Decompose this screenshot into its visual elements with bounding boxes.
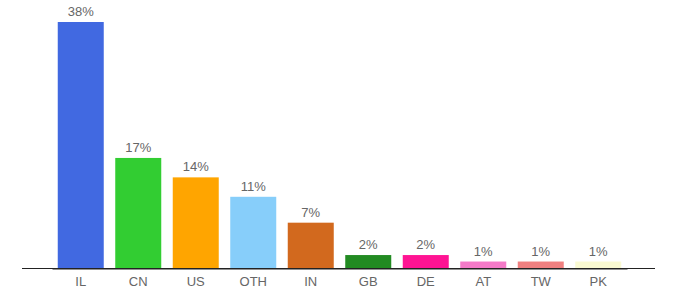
tick: OTH — [240, 269, 267, 289]
bar — [403, 255, 449, 268]
tick: DE — [417, 269, 435, 289]
data-labels: 38% 17% 14% 11% 7% 2% 2% 1% 1% 1% — [68, 4, 608, 259]
tick-label: DE — [417, 274, 435, 289]
tick-label: OTH — [240, 274, 267, 289]
tick-label: IL — [75, 274, 86, 289]
tick-label: US — [187, 274, 205, 289]
tick: IL — [75, 269, 86, 289]
x-axis: IL CN US OTH IN GB DE AT TW PK — [53, 269, 628, 289]
tick-label: AT — [475, 274, 491, 289]
baseline — [22, 268, 655, 269]
data-label: 2% — [359, 237, 378, 252]
bar — [173, 177, 219, 268]
bar — [230, 197, 276, 268]
data-label: 17% — [125, 140, 151, 155]
tick: GB — [359, 269, 378, 289]
tick: TW — [531, 269, 552, 289]
data-label: 38% — [68, 4, 94, 19]
bar — [575, 262, 621, 268]
tick-label: PK — [590, 274, 608, 289]
bar — [288, 223, 334, 268]
tick: PK — [590, 269, 608, 289]
bar — [518, 262, 564, 268]
tick-label: TW — [531, 274, 552, 289]
tick-label: GB — [359, 274, 378, 289]
tick: CN — [129, 269, 148, 289]
tick-label: CN — [129, 274, 148, 289]
bar — [115, 158, 161, 268]
data-label: 11% — [241, 179, 266, 194]
tick: IN — [304, 269, 317, 289]
data-label: 1% — [474, 244, 493, 259]
bar — [460, 262, 506, 268]
tick: AT — [475, 269, 491, 289]
bars — [58, 22, 622, 268]
data-label: 1% — [589, 244, 608, 259]
data-label: 2% — [416, 237, 435, 252]
chart: 38% 17% 14% 11% 7% 2% 2% 1% 1% 1% IL CN US OTH IN GB DE A… — [0, 0, 680, 300]
data-label: 7% — [301, 205, 320, 220]
tick: US — [187, 269, 205, 289]
data-label: 1% — [531, 244, 550, 259]
axis-line — [53, 269, 628, 270]
bar — [58, 22, 104, 268]
tick-label: IN — [304, 274, 317, 289]
data-label: 14% — [183, 159, 209, 174]
bar — [345, 255, 391, 268]
